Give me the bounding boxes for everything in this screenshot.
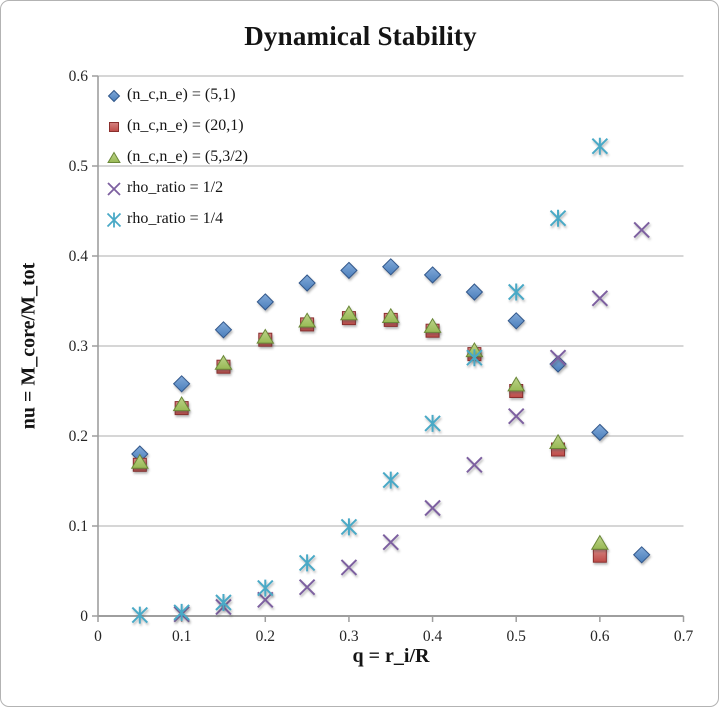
x-tick-label: 0.5 xyxy=(507,628,527,645)
y-tick-label: 0.4 xyxy=(69,248,89,265)
data-point-asterisk xyxy=(382,471,399,489)
data-point-triangle xyxy=(214,354,233,370)
data-point-asterisk xyxy=(508,283,525,301)
data-point-asterisk xyxy=(173,603,190,621)
data-point-triangle xyxy=(298,312,317,328)
x-tick-label: 0.6 xyxy=(590,628,610,645)
data-point-square xyxy=(592,548,607,563)
data-point-asterisk xyxy=(340,518,358,536)
data-point-asterisk xyxy=(549,209,567,227)
legend-item-nc-ne-20-1: (n_c,n_e) = (20,1) xyxy=(104,110,248,141)
x-tick-label: 0.7 xyxy=(674,628,694,645)
data-point-triangle xyxy=(130,453,149,469)
data-point-diamond xyxy=(632,546,651,564)
data-point-diamond xyxy=(298,274,316,292)
series-nc-ne-20-1 xyxy=(132,311,607,563)
data-point-triangle xyxy=(339,305,358,321)
y-tick-label: 0.1 xyxy=(69,518,88,535)
legend-label: (n_c,n_e) = (5,1) xyxy=(127,85,236,103)
series-rho-ratio-1-2 xyxy=(173,221,650,623)
data-point-asterisk xyxy=(257,579,274,597)
data-point-triangle xyxy=(423,317,442,333)
data-point-diamond xyxy=(549,355,567,373)
chart-legend: (n_c,n_e) = (5,1) (n_c,n_e) = (20,1) (n_c,… xyxy=(104,79,248,234)
data-point-asterisk xyxy=(298,554,316,572)
x-tick-label: 0.1 xyxy=(172,628,191,645)
x-tick-label: 0.2 xyxy=(256,628,275,645)
legend-marker-x-icon xyxy=(107,181,121,196)
data-point-diamond xyxy=(591,423,609,442)
legend-label: (n_c,n_e) = (5,3/2) xyxy=(127,147,248,165)
data-point-x xyxy=(633,221,650,239)
data-point-x xyxy=(508,407,525,425)
y-tick-label: 0.5 xyxy=(69,158,89,175)
x-tick-label: 0.4 xyxy=(423,628,443,645)
y-tick-label: 0.6 xyxy=(69,68,89,85)
data-point-x xyxy=(340,559,358,576)
data-point-asterisk xyxy=(215,594,232,611)
data-point-x xyxy=(298,578,316,596)
data-point-x xyxy=(257,591,274,609)
data-point-diamond xyxy=(423,266,442,284)
legend-label: rho_ratio = 1/2 xyxy=(127,178,224,196)
data-point-triangle xyxy=(590,534,609,550)
data-point-asterisk xyxy=(131,606,149,624)
legend-marker-square-icon xyxy=(109,121,119,132)
x-axis-title: q = r_i/R xyxy=(352,645,430,667)
legend-marker-diamond-icon xyxy=(107,89,121,102)
data-point-x xyxy=(466,456,483,474)
data-point-triangle xyxy=(256,328,275,344)
legend-label: (n_c,n_e) = (20,1) xyxy=(127,116,244,134)
y-tick-label: 0.2 xyxy=(69,428,88,445)
data-point-diamond xyxy=(340,261,358,280)
chart-title: Dynamical Stability xyxy=(244,21,477,51)
legend-marker-asterisk-icon xyxy=(106,212,122,227)
data-point-x xyxy=(591,290,609,307)
data-point-asterisk xyxy=(424,414,441,432)
data-point-triangle xyxy=(507,376,526,392)
data-point-diamond xyxy=(214,321,233,339)
data-point-diamond xyxy=(465,283,484,301)
data-point-asterisk xyxy=(591,137,609,155)
legend-item-rho-ratio-1-2: rho_ratio = 1/2 xyxy=(104,172,248,203)
series-nc-ne-5-3-2 xyxy=(130,305,609,550)
data-point-x xyxy=(424,499,441,517)
data-point-diamond xyxy=(172,375,191,393)
data-point-triangle xyxy=(549,433,568,449)
data-point-diamond xyxy=(256,293,274,311)
legend-item-nc-ne-5-1: (n_c,n_e) = (5,1) xyxy=(104,79,248,110)
x-tick-label: 0 xyxy=(94,628,102,645)
y-tick-label: 0.3 xyxy=(69,338,89,355)
data-point-diamond xyxy=(382,258,400,276)
legend-item-nc-ne-5-3-2: (n_c,n_e) = (5,3/2) xyxy=(104,141,248,172)
series-nc-ne-5-1 xyxy=(131,258,651,564)
x-tick-label: 0.3 xyxy=(339,628,359,645)
data-point-triangle xyxy=(381,307,400,323)
data-point-asterisk xyxy=(466,349,483,367)
legend-item-rho-ratio-1-4: rho_ratio = 1/4 xyxy=(104,203,248,234)
data-point-x xyxy=(382,533,399,551)
series-rho-ratio-1-4 xyxy=(131,137,609,624)
data-point-triangle xyxy=(172,396,191,412)
y-tick-label: 0 xyxy=(80,608,88,625)
data-point-diamond xyxy=(507,312,525,330)
legend-label: rho_ratio = 1/4 xyxy=(127,209,224,227)
data-point-x xyxy=(549,349,567,366)
legend-marker-triangle-icon xyxy=(107,151,121,163)
